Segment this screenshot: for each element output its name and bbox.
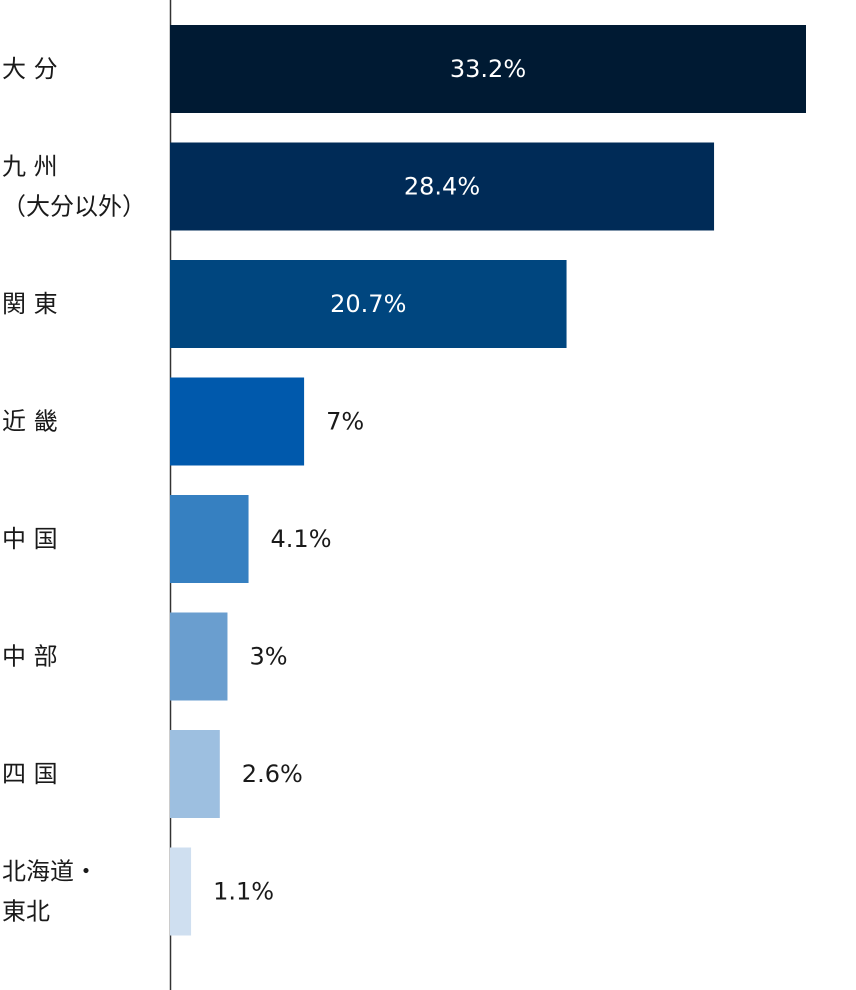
category-label-3: 近 畿 xyxy=(2,408,58,436)
value-label-2: 20.7% xyxy=(330,290,406,318)
bar-2 xyxy=(170,260,567,348)
bar-1 xyxy=(170,142,715,231)
bar-6 xyxy=(170,730,220,818)
bar-0 xyxy=(170,25,806,113)
bar-4 xyxy=(170,495,249,583)
value-label-3: 7% xyxy=(326,408,364,436)
bar-7 xyxy=(170,847,192,936)
category-label-4: 中 国 xyxy=(2,525,58,553)
value-label-4: 4.1% xyxy=(271,525,332,553)
category-label-2: 関 東 xyxy=(2,290,58,318)
category-label-6: 四 国 xyxy=(2,760,58,788)
value-labels-group: 33.2% 28.4% 20.7% 7% 4.1% 3% 2.6% 1.1% xyxy=(213,55,526,906)
category-label-1-line-1: （大分以外） xyxy=(2,193,146,221)
category-label-5: 中 部 xyxy=(2,643,58,671)
value-label-0: 33.2% xyxy=(450,55,526,83)
category-label-1-line-0: 九 州 xyxy=(2,153,58,181)
value-label-6: 2.6% xyxy=(242,760,303,788)
bar-3 xyxy=(170,377,305,466)
value-label-7: 1.1% xyxy=(213,878,274,906)
value-label-1: 28.4% xyxy=(404,173,480,201)
category-label-7-line-1: 東北 xyxy=(2,898,50,926)
bars-group xyxy=(170,25,806,936)
bar-5 xyxy=(170,612,228,701)
category-label-0: 大 分 xyxy=(2,55,58,83)
value-label-5: 3% xyxy=(249,643,287,671)
category-label-7-line-0: 北海道・ xyxy=(2,858,98,886)
